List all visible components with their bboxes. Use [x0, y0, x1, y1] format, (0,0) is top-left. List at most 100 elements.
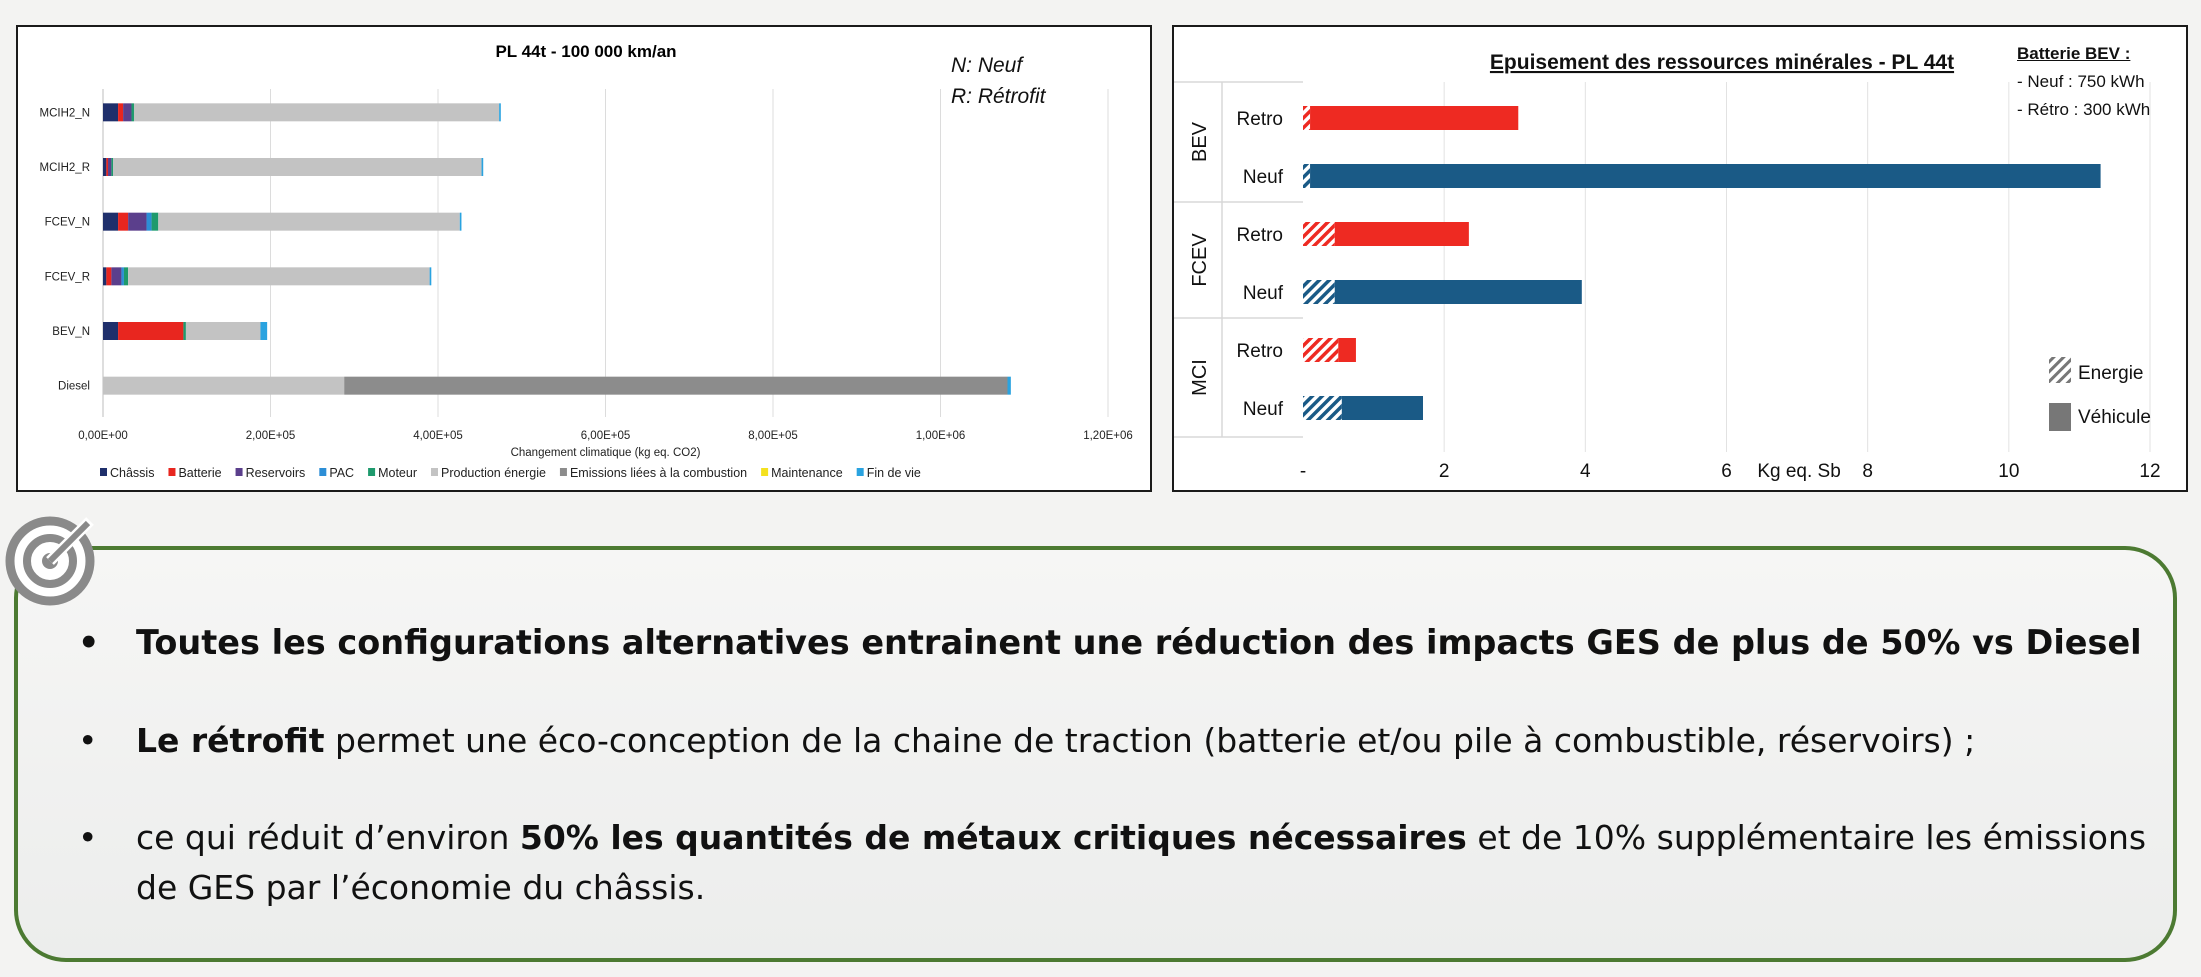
chart-panel-climate: PL 44t - 100 000 km/an 0,00E+00 2,00E+05 4,… — [16, 25, 1152, 492]
legend-label-vehicule: Véhicule — [2078, 407, 2151, 428]
bar-segment-production — [185, 322, 261, 340]
legend-swatch — [100, 468, 107, 476]
category-label: Neuf — [1243, 399, 1284, 420]
chart-climate: PL 44t - 100 000 km/an 0,00E+00 2,00E+05 4,… — [40, 42, 1133, 480]
bar-segment-chassis — [103, 267, 107, 286]
legend-swatch — [235, 468, 243, 476]
legend-swatch — [168, 468, 176, 476]
bullet-dot: • — [78, 818, 98, 857]
bar-segment-finvie — [499, 103, 501, 122]
legend-label: Maintenance — [771, 466, 843, 480]
legend-label: Fin de vie — [867, 466, 921, 480]
category-label: MCIH2_N — [40, 107, 90, 119]
bar-segment-chassis — [103, 322, 119, 340]
battery-note-retro: Rétro : 300 kWh — [2017, 96, 2150, 124]
bullet-3-bold: 50% les quantités de métaux critiques né… — [519, 818, 1467, 857]
category-label: Neuf — [1243, 167, 1284, 188]
bar-segment-vehicule — [1334, 280, 1582, 304]
category-label: Neuf — [1243, 283, 1284, 304]
x-tick-label: 2 — [1439, 461, 1450, 482]
x-tick-label: 6 — [1721, 461, 1732, 482]
chart-title: PL 44t - 100 000 km/an — [495, 42, 676, 61]
x-tick-label: 0,00E+00 — [78, 430, 128, 442]
bar-segment-moteur — [131, 103, 134, 122]
category-label: Diesel — [58, 381, 90, 393]
bar-segment-production — [158, 212, 460, 231]
bar-segment-vehicule — [1341, 396, 1423, 420]
category-label: Retro — [1237, 225, 1283, 246]
bar-segment-chassis — [103, 158, 107, 176]
category-label: FCEV_N — [45, 217, 90, 229]
battery-note-header: Batterie BEV : — [2017, 44, 2131, 63]
category-label: BEV_N — [52, 326, 90, 338]
legend-label: Moteur — [378, 466, 417, 480]
x-axis-label: Changement climatique (kg eq. CO2) — [511, 447, 701, 459]
bar-segment-chassis — [103, 212, 119, 231]
x-tick-label: 1,20E+06 — [1083, 430, 1133, 442]
x-tick-label: 12 — [2139, 461, 2160, 482]
legend-swatch-energie — [2049, 357, 2071, 383]
bar-segment-energie — [1303, 106, 1311, 130]
x-tick-label: 1,00E+06 — [916, 430, 966, 442]
bar-segment-vehicule — [1310, 164, 2101, 188]
group-label: FCEV — [1189, 233, 1211, 287]
target-icon — [5, 516, 95, 606]
legend-label: Emissions liées à la combustion — [570, 466, 747, 480]
category-label: FCEV_R — [45, 271, 90, 283]
legend-swatch — [431, 468, 438, 476]
bar-segment-vehicule — [1338, 338, 1356, 362]
x-tick-label: 8 — [1862, 461, 1873, 482]
bar-segment-energie — [1303, 280, 1335, 304]
chart-minerals: Epuisement des ressources minérales - PL… — [1174, 51, 2161, 482]
bar-segment-pac — [146, 212, 152, 231]
legend-label: Batterie — [178, 466, 221, 480]
legend-label: Châssis — [110, 466, 154, 480]
bar-segment-vehicule — [1310, 106, 1519, 130]
legend-swatch-vehicule — [2049, 403, 2071, 431]
bar-segment-finvie — [1007, 376, 1011, 395]
note-retrofit: R: Rétrofit — [951, 85, 1046, 108]
bullet-dot: • — [78, 623, 100, 662]
bar-segment-reservoirs — [108, 158, 112, 176]
bar-segment-vehicule — [1334, 222, 1469, 246]
x-axis-label: Kg eq. Sb — [1757, 461, 1840, 482]
bullet-3-pre: ce qui réduit d’environ — [136, 818, 520, 857]
x-tick-label: 2,00E+05 — [246, 430, 296, 442]
bar-segment-energie — [1303, 338, 1339, 362]
bar-segment-emissions — [344, 376, 1008, 395]
bar-segment-reservoirs — [128, 212, 147, 231]
x-tick-label: 10 — [1998, 461, 2019, 482]
x-tick-label: - — [1300, 461, 1306, 482]
chart-title: Epuisement des ressources minérales - PL… — [1490, 51, 1954, 74]
x-tick-label: 4 — [1580, 461, 1591, 482]
bar-segment-energie — [1303, 164, 1311, 188]
category-label: MCIH2_R — [40, 162, 90, 174]
category-label: Retro — [1237, 109, 1283, 130]
bullet-2-rest: permet une éco-conception de la chaine d… — [324, 721, 1976, 760]
bar-segment-finvie — [260, 322, 268, 340]
bar-segment-moteur — [183, 322, 186, 340]
bullet-dot: • — [78, 721, 98, 760]
legend-label: PAC — [329, 466, 354, 480]
x-tick-label: 8,00E+05 — [748, 430, 798, 442]
chart-panel-minerals: Epuisement des ressources minérales - PL… — [1172, 25, 2188, 492]
bar-segment-moteur — [111, 158, 114, 176]
left-note: N: Neuf R: Rétrofit — [951, 50, 1046, 112]
group-label: MCI — [1189, 359, 1211, 396]
bar-segment-moteur — [151, 212, 159, 231]
bar-segment-finvie — [459, 212, 462, 231]
legend-swatch — [559, 468, 567, 476]
bullet-1-text: Toutes les configurations alternatives e… — [136, 623, 2142, 662]
legend-swatch — [856, 468, 864, 476]
bar-segment-production — [128, 267, 430, 286]
note-neuf: N: Neuf — [951, 54, 1023, 77]
category-label: Retro — [1237, 341, 1283, 362]
bar-segment-batterie — [118, 103, 124, 122]
legend-swatch — [761, 468, 769, 476]
bar-segment-production — [133, 103, 500, 122]
bar-segment-batterie — [106, 158, 109, 176]
legend-label: Production énergie — [441, 466, 546, 480]
legend-label: Reservoirs — [246, 466, 306, 480]
bar-segment-finvie — [481, 158, 484, 176]
battery-note-neuf: Neuf : 750 kWh — [2017, 68, 2150, 96]
